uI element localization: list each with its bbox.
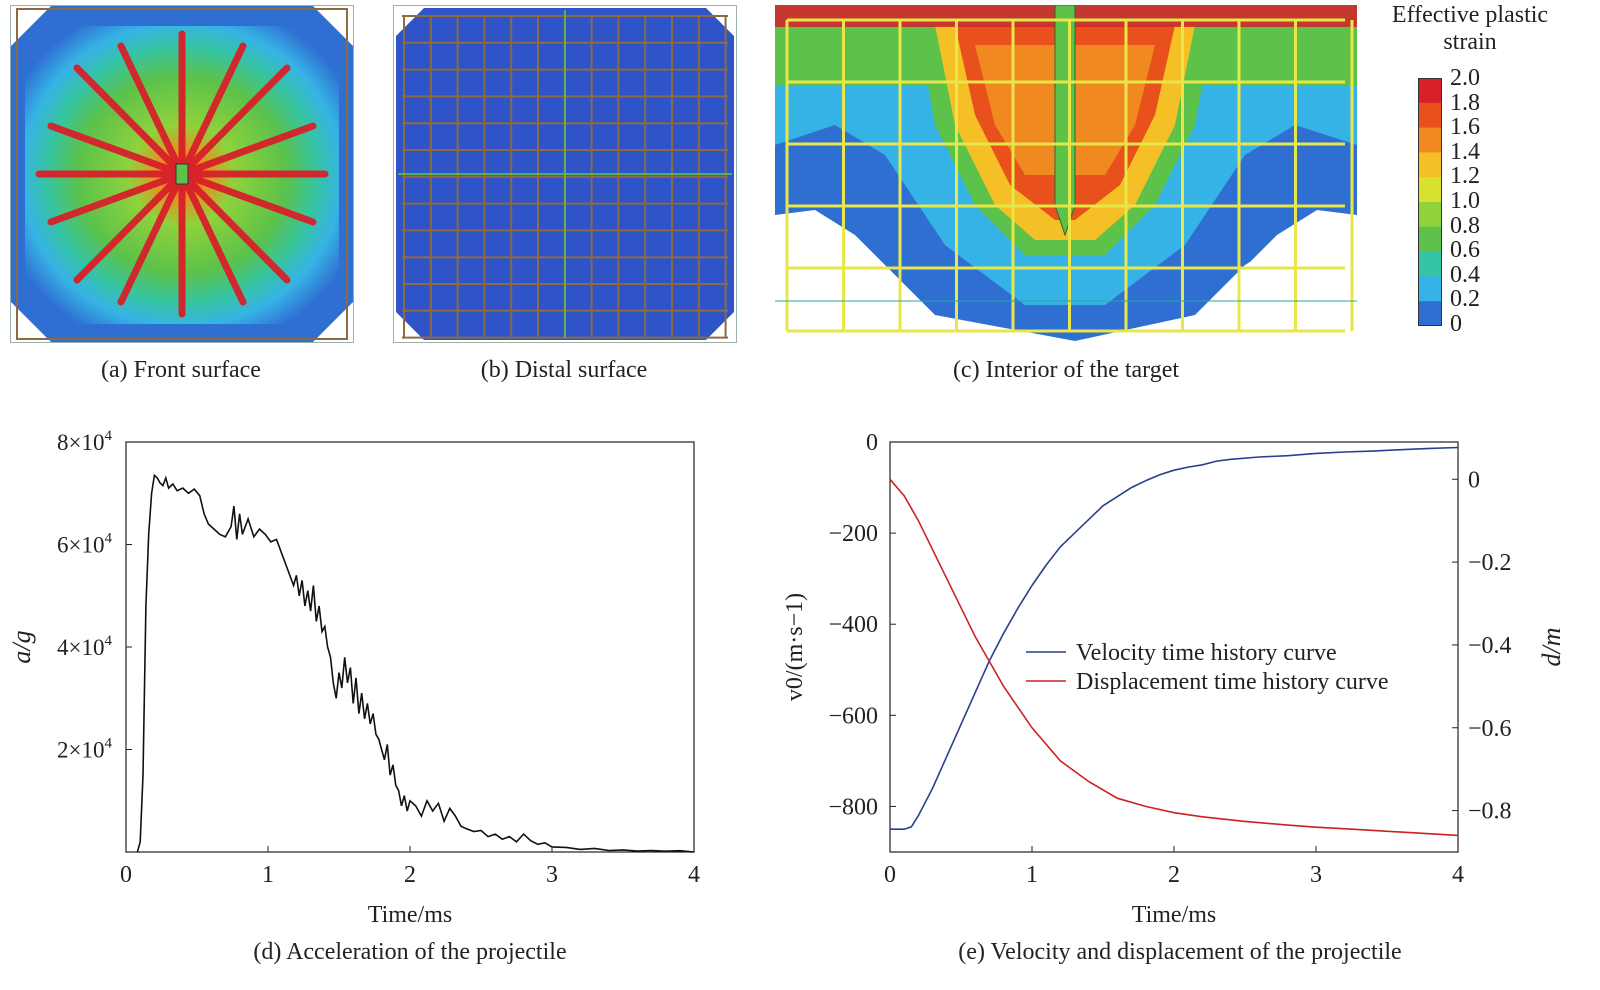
distal-surface-image [393,5,737,343]
y-right-tick-label: 0 [1468,467,1480,493]
colorbar-segment [1418,177,1442,203]
panel-c-caption: (c) Interior of the target [952,357,1180,383]
legend-entry: Velocity time history curve [1076,640,1337,666]
y-tick-exponent: 4 [105,531,113,547]
y-tick-label: 4×104 [57,633,112,660]
y-axis-label: a/g [7,630,36,663]
x-axis-label: Time/ms [368,902,452,928]
front-surface-contour [11,6,353,342]
y-left-axis-label: v0/(m·s−1) [782,593,808,701]
x-tick-label: 0 [120,862,132,888]
interior-target-contour [775,5,1357,341]
x-tick-label: 2 [404,862,416,888]
colorbar-segment [1418,251,1442,277]
y-right-tick-label: −0.2 [1468,550,1512,576]
panel-a-caption: (a) Front surface [101,357,261,383]
x-tick-label: 3 [1310,862,1322,888]
acceleration-series-line [136,473,695,853]
y-tick-label: 2×104 [57,736,112,763]
colorbar-segment [1418,202,1442,228]
velocity-displacement-chart: 0 1 2 3 4 0 −200 −400 −600 −800 0 −0.2 −0.4 −0.6 −0.8 T… [782,430,1566,928]
colorbar-label: 1.2 [1450,163,1480,190]
y-right-tick-label: −0.8 [1468,799,1512,825]
plot-frame [125,441,695,853]
colorbar-title: Effective plastic strain [1370,2,1570,56]
colorbar-label: 1.4 [1450,138,1480,165]
interior-target-image [775,5,1357,341]
x-tick-label: 0 [884,862,896,888]
chart-d-caption: (d) Acceleration of the projectile [253,939,567,965]
legend-entry: Displacement time history curve [1076,669,1389,695]
y-tick-exponent: 4 [105,428,113,444]
colorbar-label: 0 [1450,311,1462,337]
chart-e-caption: (e) Velocity and displacement of the pro… [958,939,1402,965]
colorbar-segment [1418,102,1442,129]
x-axis-label: Time/ms [1132,902,1216,928]
colorbar-segment [1418,276,1442,302]
x-tick-label: 1 [1026,862,1038,888]
colorbar-segment [1418,226,1442,253]
x-tick-label: 3 [546,862,558,888]
colorbar-label: 1.0 [1450,188,1480,214]
colorbar-title-line2: strain [1443,29,1497,55]
colorbar-label: 1.8 [1450,89,1480,116]
y-left-tick-label: −800 [828,794,878,820]
y-left-tick-label: −400 [828,612,878,638]
y-left-tick-label: −200 [828,521,878,547]
y-right-tick-label: −0.4 [1468,633,1512,659]
y-right-axis-label: d/m [1537,628,1566,667]
colorbar-label: 0.6 [1450,237,1480,264]
x-tick-label: 4 [1452,862,1464,888]
x-tick-label: 2 [1168,862,1180,888]
colorbar-label: 0.2 [1450,286,1480,313]
x-tick-label: 4 [688,862,700,888]
colorbar-title-line1: Effective plastic [1391,2,1549,28]
y-left-tick-label: −600 [828,703,878,729]
colorbar-label: 0.8 [1450,212,1480,239]
colorbar-label: 2.0 [1450,65,1480,91]
colorbar-label: 0.4 [1450,261,1480,288]
colorbar-segment [1418,78,1442,104]
colorbar-label: 1.6 [1450,114,1480,141]
x-tick-label: 1 [262,862,274,888]
y-tick-label: 6×104 [57,531,112,558]
colorbar-segment [1418,127,1442,153]
colorbar-segment [1418,301,1442,326]
velocity-series-line [890,446,1459,831]
y-tick-exponent: 4 [105,736,113,752]
front-surface-image [10,5,354,343]
colorbar [1418,78,1442,326]
y-tick-exponent: 4 [105,633,113,649]
y-right-tick-label: −0.6 [1468,716,1512,742]
y-left-tick-label: 0 [866,430,878,456]
colorbar-segment [1418,152,1442,178]
distal-surface-contour [394,6,736,342]
y-tick-label: 8×104 [57,428,112,455]
panel-b-caption: (b) Distal surface [480,357,648,383]
displacement-series-line [889,478,1459,837]
